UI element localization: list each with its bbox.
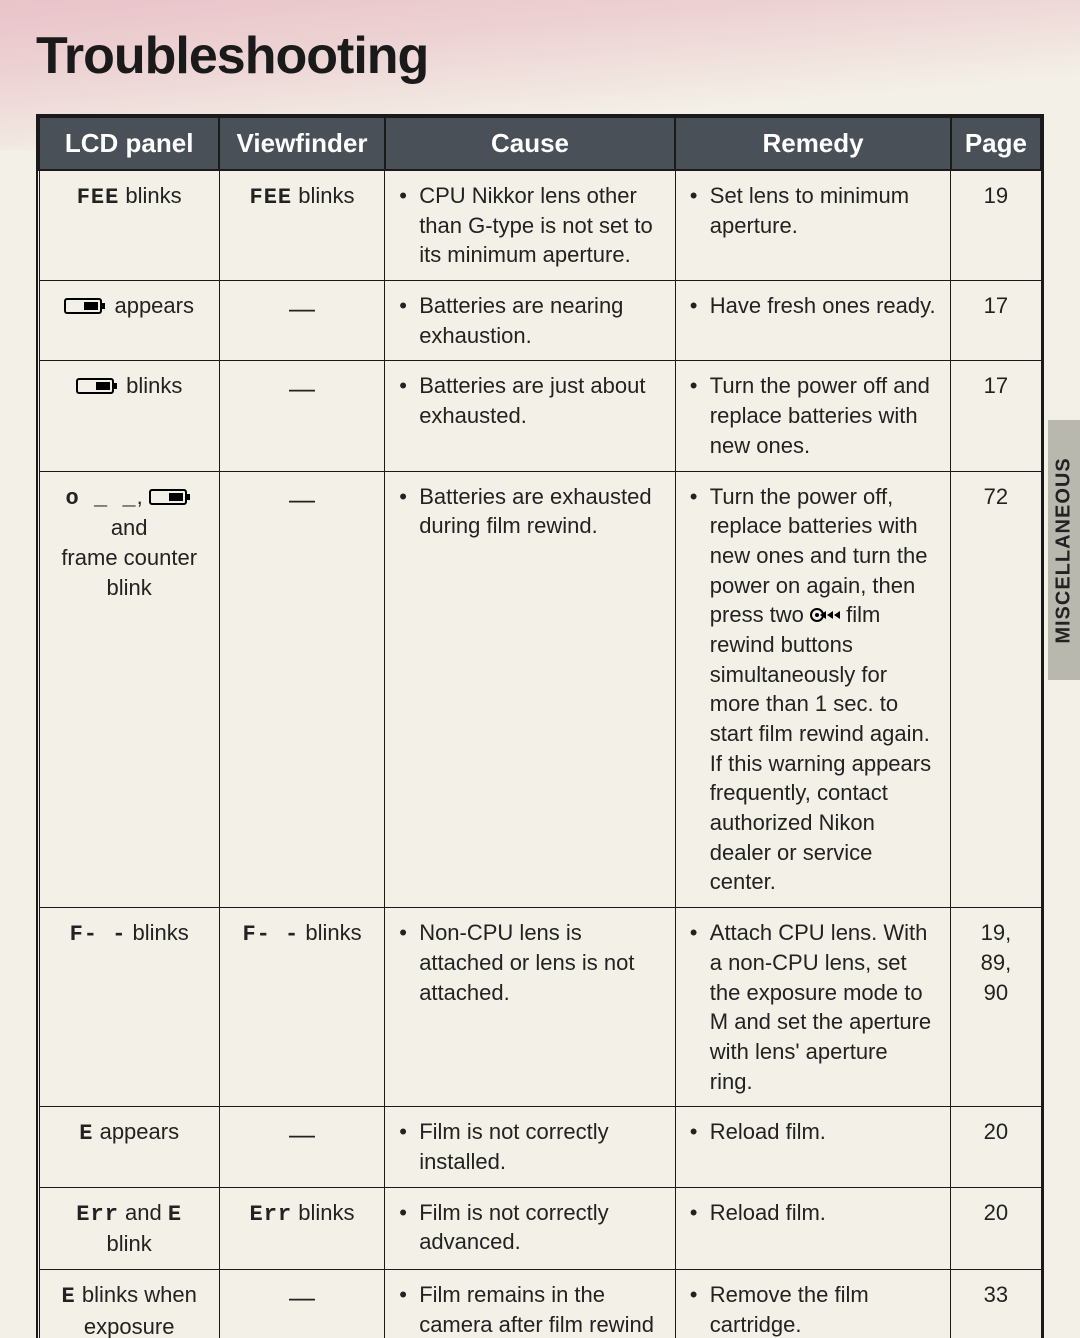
table-row: F- - blinksF- - blinksNon-CPU lens is at…: [39, 908, 1041, 1107]
cause-cell: Film is not correctly advanced.: [385, 1187, 676, 1269]
page-title: Troubleshooting: [36, 26, 1044, 86]
table-row: appears — Batteries are nearing exhaustion…: [39, 281, 1041, 361]
page-ref-cell: 33: [951, 1270, 1041, 1338]
dash: —: [234, 371, 370, 406]
page-content: Troubleshooting LCD panelViewfinderCause…: [0, 0, 1080, 1338]
viewfinder-cell: Err blinks: [219, 1187, 384, 1269]
dash: —: [234, 482, 370, 517]
lcd-panel-cell: E blinks whenexposure meteris turned on: [39, 1270, 219, 1338]
cause-cell: Batteries are exhausted during film rewi…: [385, 471, 676, 908]
lcd-panel-cell: FEE blinks: [39, 170, 219, 281]
table-body: FEE blinksFEE blinksCPU Nikkor lens othe…: [39, 170, 1041, 1338]
column-header: Page: [951, 117, 1041, 170]
viewfinder-cell: —: [219, 1270, 384, 1338]
column-header: Viewfinder: [219, 117, 384, 170]
table-row: o _ _, andframe counterblink — Batteries a…: [39, 471, 1041, 908]
table-row: E blinks whenexposure meteris turned on —…: [39, 1270, 1041, 1338]
remedy-cell: Set lens to minimum aperture.: [675, 170, 951, 281]
lcd-panel-cell: E appears: [39, 1107, 219, 1187]
section-tab-label: MISCELLANEOUS: [1053, 457, 1076, 643]
table-header-row: LCD panelViewfinderCauseRemedyPage: [39, 117, 1041, 170]
battery-half-icon: [149, 487, 191, 507]
viewfinder-cell: —: [219, 1107, 384, 1187]
battery-half-icon: [76, 376, 118, 396]
column-header: LCD panel: [39, 117, 219, 170]
lcd-panel-cell: Err and E blink: [39, 1187, 219, 1269]
cause-cell: Film is not correctly installed.: [385, 1107, 676, 1187]
dash: —: [234, 1117, 370, 1152]
dash: —: [234, 291, 370, 326]
page-ref-cell: 17: [951, 281, 1041, 361]
viewfinder-cell: FEE blinks: [219, 170, 384, 281]
page-ref-cell: 19,89,90: [951, 908, 1041, 1107]
table-row: blinks — Batteries are just about exhauste…: [39, 361, 1041, 471]
page-ref-cell: 20: [951, 1187, 1041, 1269]
section-tab: MISCELLANEOUS: [1048, 420, 1080, 680]
table-row: E appears — Film is not correctly installe…: [39, 1107, 1041, 1187]
lcd-panel-cell: o _ _, andframe counterblink: [39, 471, 219, 908]
page-ref-cell: 72: [951, 471, 1041, 908]
lcd-panel-cell: blinks: [39, 361, 219, 471]
table-row: FEE blinksFEE blinksCPU Nikkor lens othe…: [39, 170, 1041, 281]
lcd-panel-cell: appears: [39, 281, 219, 361]
cause-cell: Batteries are nearing exhaustion.: [385, 281, 676, 361]
viewfinder-cell: —: [219, 471, 384, 908]
viewfinder-cell: F- - blinks: [219, 908, 384, 1107]
cause-cell: CPU Nikkor lens other than G-type is not…: [385, 170, 676, 281]
viewfinder-cell: —: [219, 361, 384, 471]
cause-cell: Film remains in the camera after film re…: [385, 1270, 676, 1338]
page-ref-cell: 20: [951, 1107, 1041, 1187]
troubleshooting-table: LCD panelViewfinderCauseRemedyPage FEE b…: [38, 116, 1042, 1338]
column-header: Remedy: [675, 117, 951, 170]
rewind-icon: [810, 606, 840, 624]
remedy-cell: Turn the power off, replace batteries wi…: [675, 471, 951, 908]
battery-half-icon: [64, 296, 106, 316]
remedy-cell: Have fresh ones ready.: [675, 281, 951, 361]
remedy-cell: Turn the power off and replace batteries…: [675, 361, 951, 471]
cause-cell: Non-CPU lens is attached or lens is not …: [385, 908, 676, 1107]
remedy-cell: Attach CPU lens. With a non-CPU lens, se…: [675, 908, 951, 1107]
page-ref-cell: 19: [951, 170, 1041, 281]
lcd-panel-cell: F- - blinks: [39, 908, 219, 1107]
table-row: Err and E blinkErr blinksFilm is not cor…: [39, 1187, 1041, 1269]
column-header: Cause: [385, 117, 676, 170]
cause-cell: Batteries are just about exhausted.: [385, 361, 676, 471]
dash: —: [234, 1280, 370, 1315]
page-ref-cell: 17: [951, 361, 1041, 471]
remedy-cell: Reload film.: [675, 1187, 951, 1269]
table-container: LCD panelViewfinderCauseRemedyPage FEE b…: [36, 114, 1044, 1338]
viewfinder-cell: —: [219, 281, 384, 361]
remedy-cell: Remove the film cartridge.: [675, 1270, 951, 1338]
remedy-cell: Reload film.: [675, 1107, 951, 1187]
